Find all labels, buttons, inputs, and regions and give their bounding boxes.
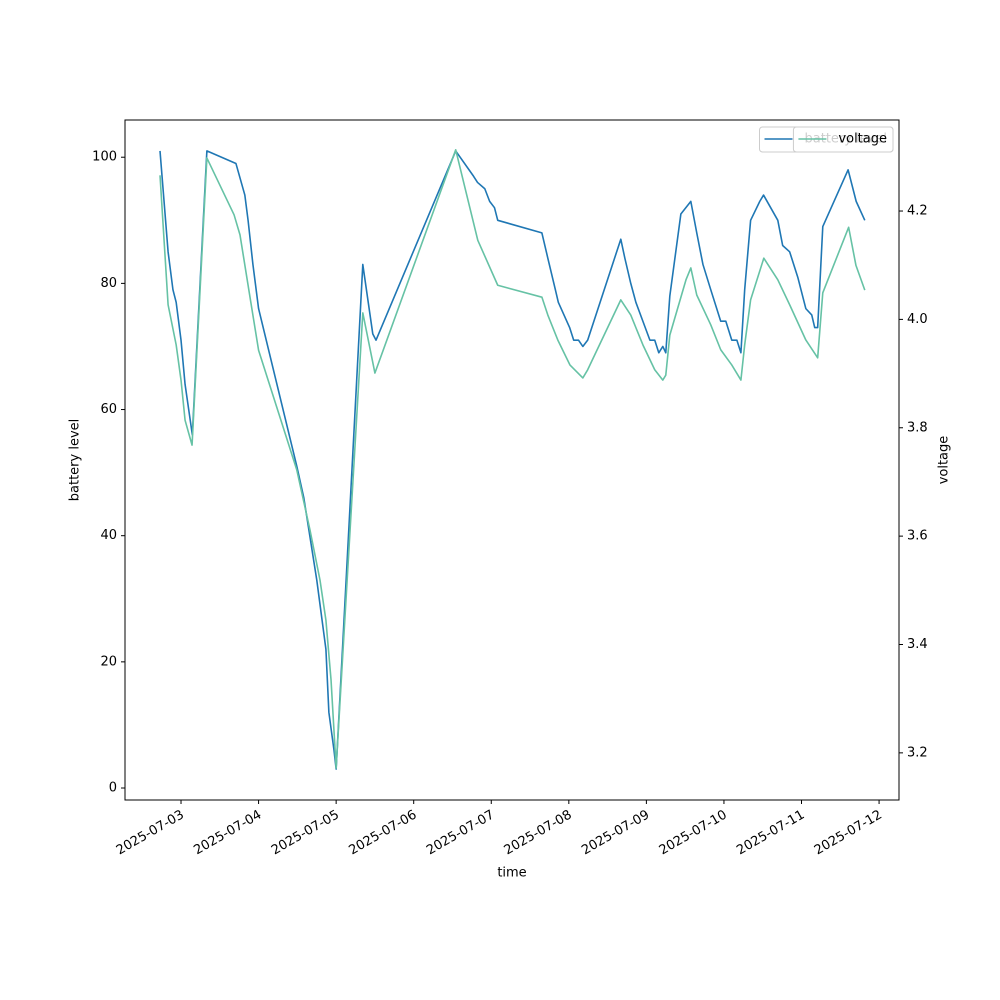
x-tick-label: 2025-07-06 [347, 808, 420, 859]
x-tick-label: 2025-07-12 [812, 808, 885, 859]
data-line [159, 150, 866, 770]
legend-label: voltage [838, 132, 887, 147]
y-axis-label: battery level [68, 419, 83, 502]
y-tick-label: 20 [100, 654, 117, 669]
y2-tick-label: 3.8 [907, 420, 928, 435]
y2-axis-label: voltage [937, 436, 952, 485]
x-tick-label: 2025-07-07 [424, 808, 497, 859]
x-tick-label: 2025-07-03 [114, 808, 187, 859]
y2-tick-label: 3.2 [907, 745, 928, 760]
plot-frame [124, 119, 900, 801]
y2-tick-label: 4.2 [907, 204, 928, 219]
y-tick-label: 100 [92, 150, 117, 165]
x-tick-label: 2025-07-10 [657, 808, 730, 859]
legend-box [792, 126, 894, 153]
y-tick-label: 40 [100, 528, 117, 543]
y2-tick-label: 3.4 [907, 637, 928, 652]
data-line [159, 149, 866, 769]
x-axis-label: time [497, 866, 526, 881]
y-tick-label: 80 [100, 276, 117, 291]
x-tick-label: 2025-07-11 [734, 808, 807, 859]
y2-tick-label: 3.6 [907, 529, 928, 544]
x-tick-label: 2025-07-09 [579, 808, 652, 859]
x-tick-label: 2025-07-05 [269, 808, 342, 859]
legend: voltage [792, 126, 894, 153]
x-tick-label: 2025-07-04 [191, 808, 264, 859]
y2-tick-label: 4.0 [907, 312, 928, 327]
y-tick-label: 60 [100, 402, 117, 417]
x-tick-label: 2025-07-08 [502, 808, 575, 859]
y-tick-label: 0 [109, 781, 117, 796]
